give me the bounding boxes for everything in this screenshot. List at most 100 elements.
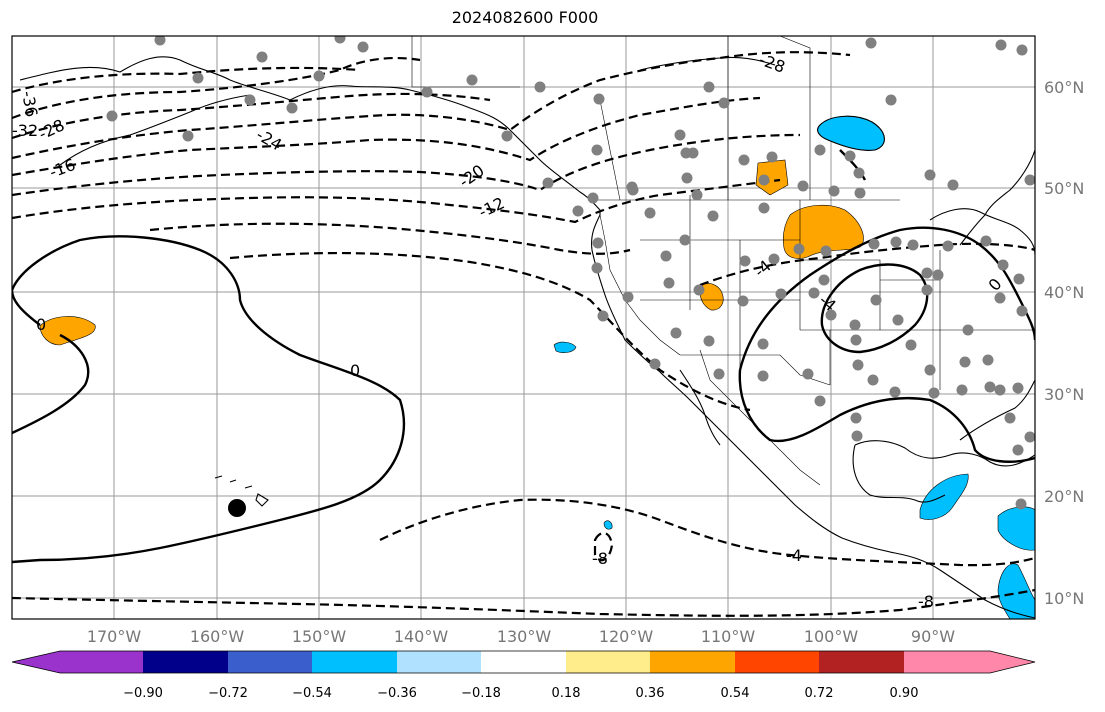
station-marker [853, 167, 865, 179]
contour-label: -8 [918, 592, 934, 611]
station-marker [928, 387, 940, 399]
station-marker [844, 150, 856, 162]
station-marker [534, 81, 546, 93]
station-marker [775, 288, 787, 300]
contour-label: -28 [36, 115, 68, 143]
station-marker [814, 144, 826, 156]
lon-label: 110°W [701, 627, 756, 646]
station-marker [660, 250, 672, 262]
contour-label: -24 [253, 125, 285, 155]
lat-label: 20°N [1044, 487, 1084, 506]
station-marker [334, 36, 346, 44]
station-marker [766, 151, 778, 163]
lon-label: 170°W [87, 627, 142, 646]
coastlines [19, 56, 1035, 619]
station-marker [707, 210, 719, 222]
station-marker [1013, 273, 1025, 285]
station-marker [644, 207, 656, 219]
station-marker [357, 41, 369, 53]
station-marker [466, 74, 478, 86]
colorbar-segments [60, 651, 990, 673]
colorbar-tick-label: −0.54 [292, 686, 332, 701]
station-marker [154, 36, 166, 46]
station-marker [797, 180, 809, 192]
station-marker [892, 314, 904, 326]
colorbar-segment [904, 651, 990, 673]
station-marker [932, 269, 944, 281]
contour-label: 0 [36, 315, 46, 334]
station-marker [921, 267, 933, 279]
station-marker [997, 259, 1009, 271]
colorbar-segment [228, 651, 312, 673]
station-marker [757, 370, 769, 382]
colorbar-tick-label: 0.18 [552, 686, 581, 701]
station-marker [1016, 44, 1028, 56]
colorbar-left-extension [12, 651, 60, 673]
station-marker [947, 179, 959, 191]
station-marker [802, 368, 814, 380]
station-marker [572, 205, 584, 217]
station-marker [982, 354, 994, 366]
colorbar-segment [397, 651, 481, 673]
station-marker [501, 130, 513, 142]
station-marker [850, 412, 862, 424]
contour-label: -36 [18, 89, 41, 118]
station-marker [106, 110, 118, 122]
colorbar-tick-labels: −0.90 −0.72 −0.54 −0.36 −0.18 0.18 0.36 … [123, 686, 918, 701]
station-marker [924, 364, 936, 376]
station-marker [649, 358, 661, 370]
station-marker [591, 144, 603, 156]
station-marker [313, 70, 325, 82]
station-marker [693, 284, 705, 296]
station-marker [814, 395, 826, 407]
station-marker [924, 169, 936, 181]
station-marker [1024, 431, 1035, 443]
contour-label: -28 [757, 50, 788, 77]
station-marker [679, 234, 691, 246]
station-marker [867, 374, 879, 386]
station-marker [587, 192, 599, 204]
contour-label: -12 [476, 193, 508, 221]
station-marker [793, 243, 805, 255]
political-borders [411, 36, 1035, 486]
station-marker [865, 37, 877, 49]
station-marker [681, 172, 693, 184]
longitude-labels: 170°W 160°W 150°W 140°W 130°W 120°W 110°… [87, 627, 955, 646]
station-marker [713, 368, 725, 380]
colorbar-segment [143, 651, 228, 673]
station-marker [622, 291, 634, 303]
station-marker [182, 130, 194, 142]
lon-label: 90°W [911, 627, 955, 646]
lon-label: 100°W [804, 627, 859, 646]
contour-label: 0 [350, 361, 360, 380]
station-marker [703, 335, 715, 347]
lon-label: 130°W [497, 627, 552, 646]
station-marker [542, 177, 554, 189]
hawaii-marker [228, 499, 246, 517]
station-marker [674, 129, 686, 141]
station-marker [1016, 305, 1028, 317]
station-marker [1012, 444, 1024, 456]
colorbar-tick-label: 0.54 [721, 686, 750, 701]
colorbar-segment [819, 651, 904, 673]
contour-label: -32 [12, 121, 38, 140]
colorbar-segment [566, 651, 650, 673]
station-marker [980, 235, 992, 247]
colorbar-tick-label: 0.72 [805, 686, 834, 701]
station-marker [738, 154, 750, 166]
negative-anomaly-areas [553, 116, 1035, 619]
lat-label: 10°N [1044, 589, 1084, 608]
lat-label: 50°N [1044, 179, 1084, 198]
station-marker [962, 324, 974, 336]
station-marker [942, 240, 954, 252]
colorbar-tick-label: −0.90 [123, 686, 163, 701]
contour-lines [12, 51, 1035, 617]
station-marker [889, 386, 901, 398]
station-marker [852, 359, 864, 371]
lat-label: 30°N [1044, 385, 1084, 404]
station-marker [956, 384, 968, 396]
station-marker [905, 339, 917, 351]
colorbar-outline [11, 650, 1036, 674]
colorbar-tick-label: −0.36 [377, 686, 417, 701]
lon-label: 160°W [190, 627, 245, 646]
